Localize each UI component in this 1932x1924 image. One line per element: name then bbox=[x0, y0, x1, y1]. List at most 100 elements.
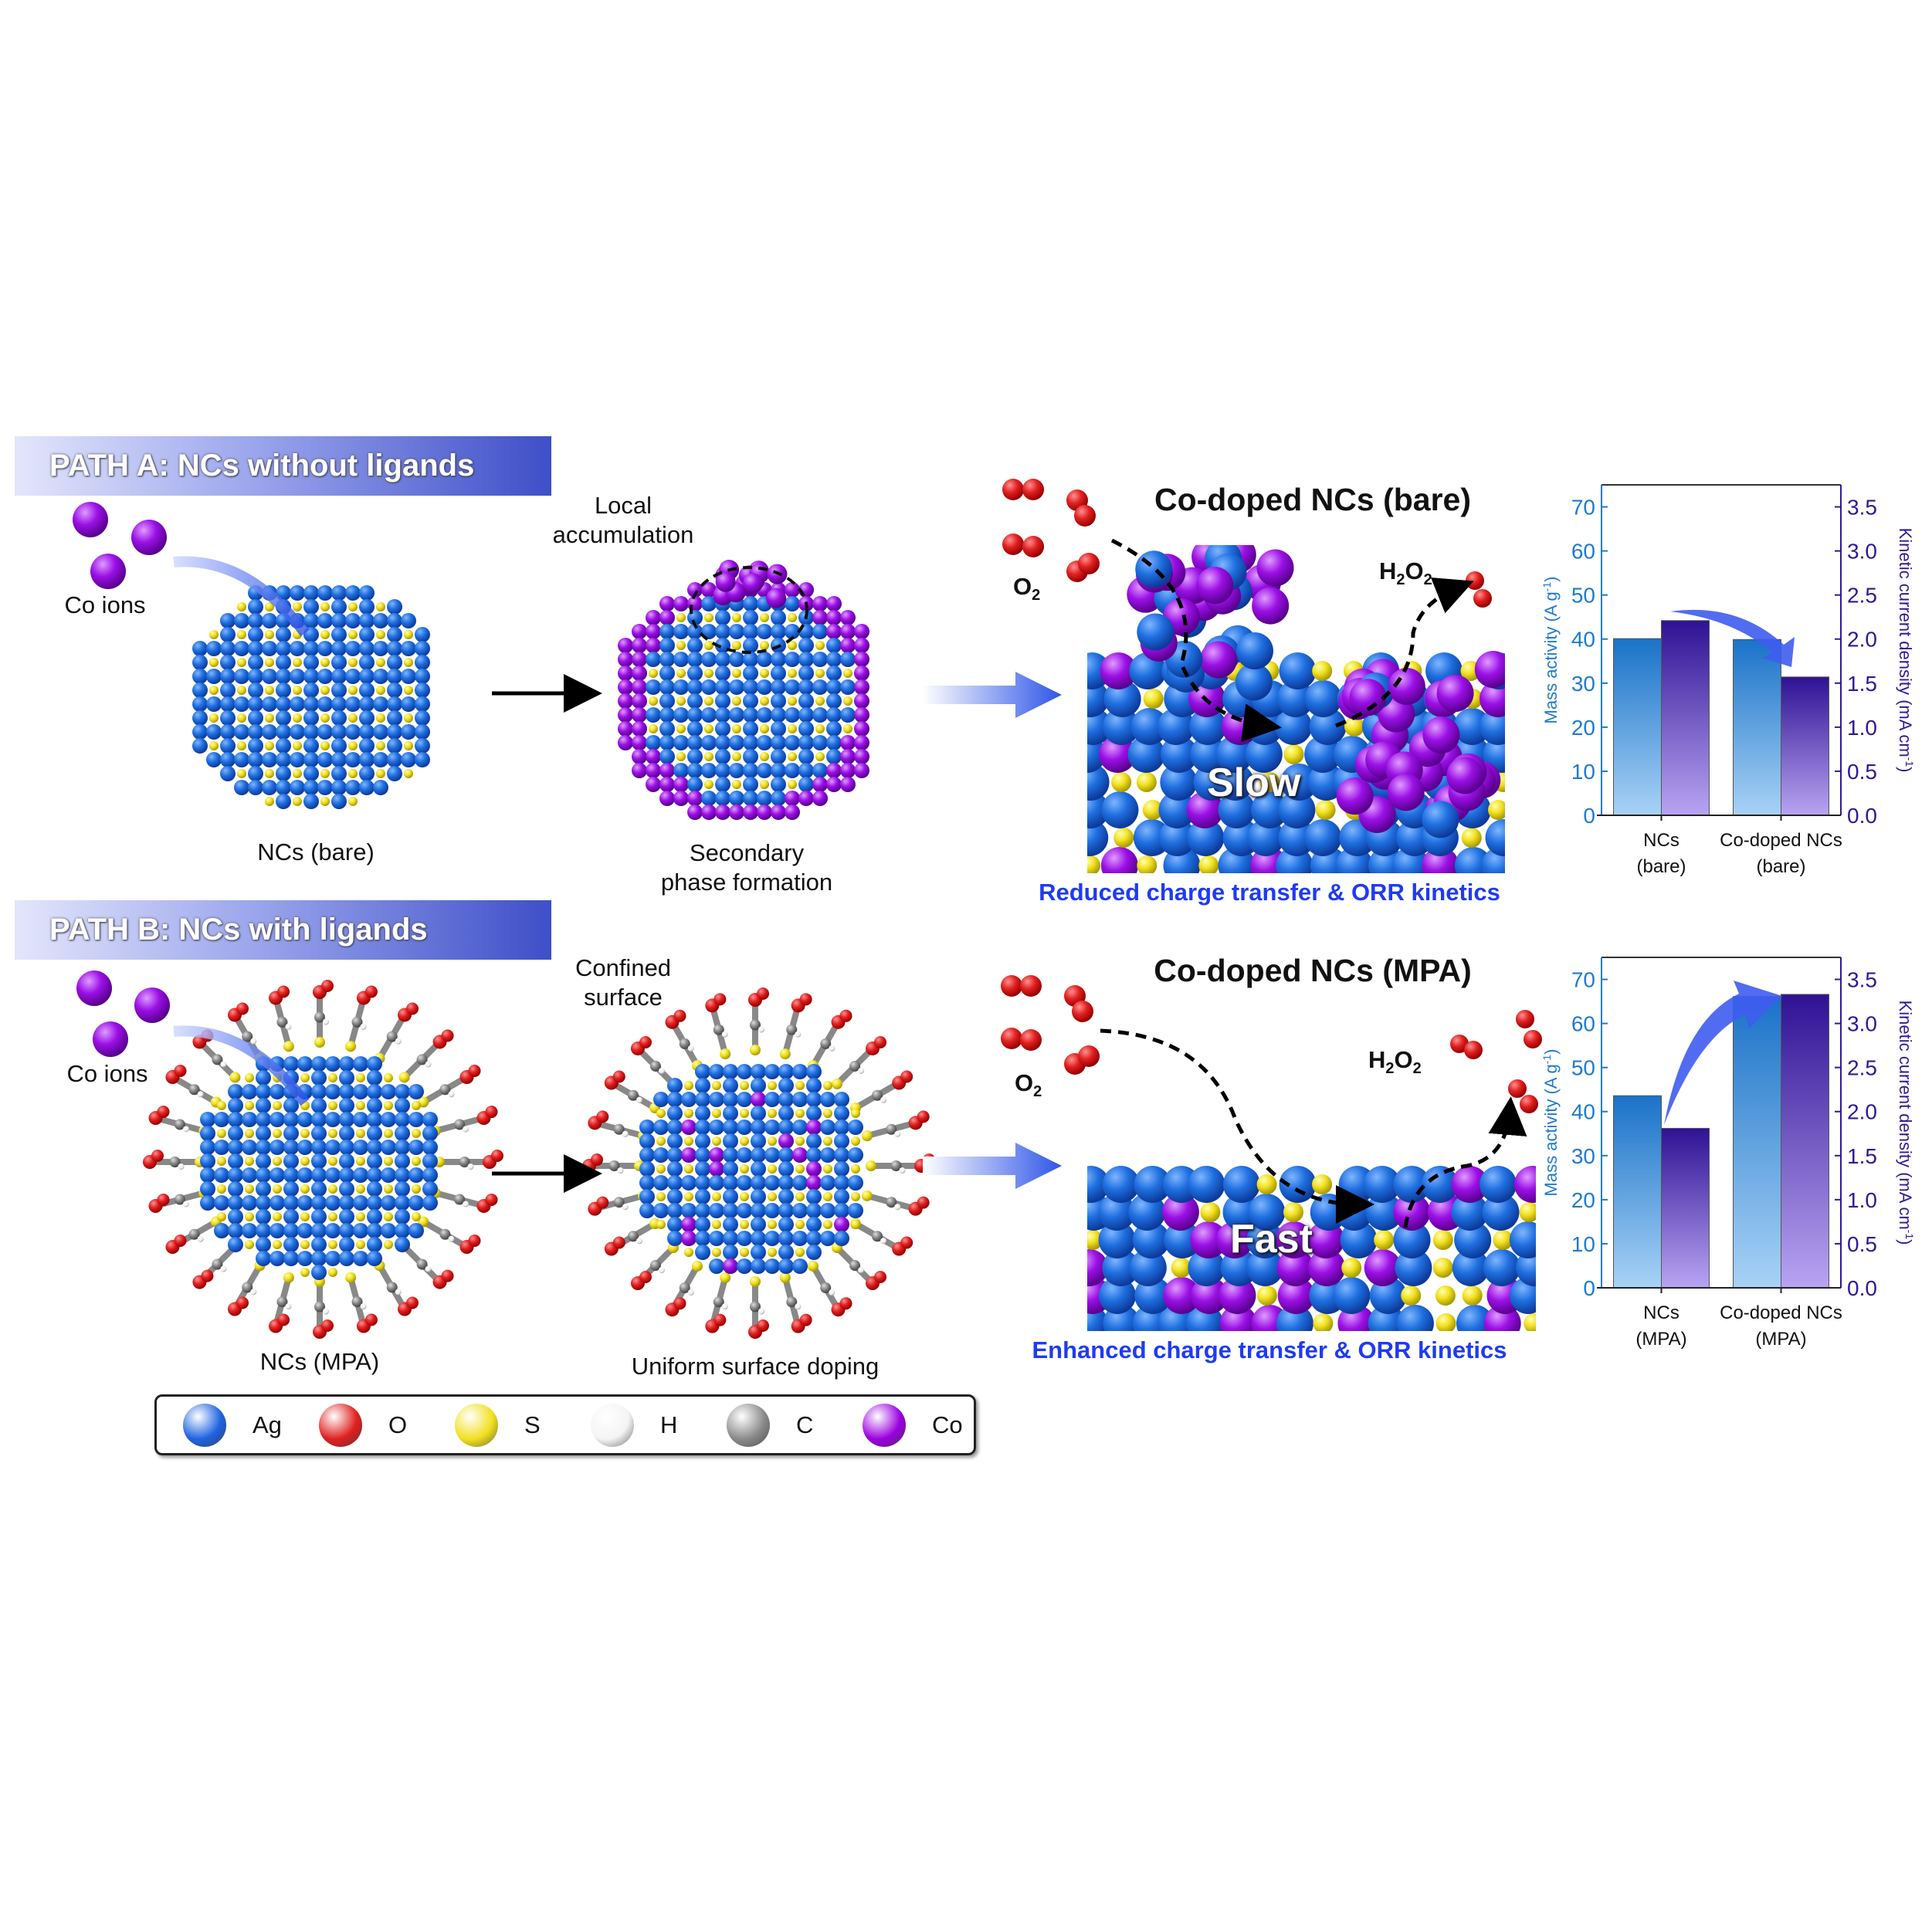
atom-icon bbox=[256, 1223, 271, 1238]
h2o2-sub1: 2 bbox=[1385, 1060, 1395, 1078]
atom-icon bbox=[806, 1189, 822, 1204]
atom-icon bbox=[339, 1084, 354, 1099]
nc-bare-label: NCs (bare) bbox=[257, 838, 375, 865]
atom-icon bbox=[701, 707, 717, 723]
atom-icon bbox=[359, 710, 375, 726]
y-axis-label-part: -1 bbox=[1541, 582, 1553, 592]
atom-icon bbox=[273, 1212, 282, 1221]
atom-icon bbox=[778, 1078, 794, 1093]
atom-icon bbox=[328, 1212, 337, 1221]
s-atom-icon bbox=[866, 1160, 876, 1171]
atom-icon bbox=[265, 630, 274, 639]
atom-icon bbox=[687, 721, 703, 737]
atom-icon bbox=[854, 624, 869, 639]
atom-icon bbox=[1160, 764, 1198, 801]
atom-icon bbox=[200, 1153, 215, 1169]
atom-icon bbox=[653, 1120, 669, 1135]
y2-tick-label: 1.0 bbox=[1847, 716, 1877, 740]
atom-icon bbox=[339, 1112, 354, 1127]
s-atom-icon bbox=[779, 1272, 791, 1283]
atom-icon bbox=[293, 769, 302, 778]
atom-icon bbox=[317, 752, 333, 767]
atom-icon bbox=[401, 641, 416, 656]
bar-kinetic-current bbox=[1781, 676, 1829, 816]
atom-icon bbox=[353, 1223, 368, 1238]
atom-icon bbox=[729, 735, 744, 750]
atom-icon bbox=[1218, 791, 1256, 828]
atom-icon bbox=[303, 752, 319, 767]
s-atom-icon bbox=[779, 1048, 791, 1060]
s-atom-icon bbox=[861, 1130, 873, 1142]
atom-icon bbox=[415, 669, 430, 684]
atom-icon bbox=[339, 1251, 354, 1266]
atom-icon bbox=[715, 804, 730, 820]
atom-icon bbox=[709, 1231, 724, 1246]
h-atom-icon bbox=[758, 1026, 764, 1033]
atom-icon bbox=[798, 763, 814, 778]
atom-icon bbox=[381, 1167, 396, 1183]
atom-icon bbox=[795, 1192, 805, 1201]
atom-icon bbox=[367, 1195, 382, 1211]
atom-icon bbox=[743, 624, 758, 639]
atom-icon bbox=[681, 1217, 697, 1232]
atom-icon bbox=[311, 1195, 327, 1211]
atom-icon bbox=[245, 1073, 254, 1082]
atom-icon bbox=[1349, 679, 1387, 716]
x-tick-label: (MPA) bbox=[1635, 1329, 1686, 1350]
atom-icon bbox=[1134, 1277, 1172, 1314]
atom-icon bbox=[1488, 800, 1505, 820]
atom-icon bbox=[206, 724, 222, 740]
atom-icon bbox=[646, 735, 661, 750]
atom-icon bbox=[376, 686, 385, 695]
atom-icon bbox=[220, 655, 236, 670]
o-atom-icon bbox=[151, 1150, 164, 1162]
atom-icon bbox=[823, 1109, 832, 1118]
co-ion-arrow-icon bbox=[173, 556, 310, 637]
atom-icon bbox=[422, 1181, 438, 1197]
atom-icon bbox=[1436, 675, 1474, 713]
atom-icon bbox=[339, 1237, 354, 1252]
atom-icon bbox=[1087, 680, 1110, 717]
atom-icon bbox=[778, 1133, 794, 1149]
atom-icon bbox=[798, 735, 814, 750]
atom-icon bbox=[269, 1112, 285, 1127]
atom-icon bbox=[328, 1184, 337, 1194]
y-tick-label: 60 bbox=[1571, 540, 1595, 564]
atom-icon bbox=[269, 1251, 285, 1266]
y2-axis-label: Kinetic current density (mA cm-1) bbox=[1896, 1001, 1916, 1245]
atom-icon bbox=[303, 655, 319, 670]
atom-icon bbox=[317, 696, 333, 712]
atom-icon bbox=[771, 693, 786, 709]
s-atom-icon bbox=[283, 1041, 294, 1052]
atom-icon bbox=[778, 1189, 794, 1204]
s-atom-icon bbox=[345, 1041, 357, 1052]
atom-icon bbox=[303, 585, 319, 601]
atom-icon bbox=[740, 1220, 749, 1229]
atom-icon bbox=[311, 1209, 327, 1225]
atom-icon bbox=[757, 652, 772, 667]
atom-icon bbox=[737, 1147, 752, 1163]
atom-icon bbox=[792, 1092, 808, 1107]
atom-icon bbox=[303, 710, 319, 726]
big-arrow-icon bbox=[923, 672, 1062, 718]
atom-icon bbox=[293, 797, 302, 806]
atom-icon bbox=[751, 1120, 766, 1135]
c-atom-icon bbox=[820, 1282, 832, 1294]
atom-icon bbox=[823, 1192, 832, 1201]
atom-icon bbox=[339, 1098, 354, 1113]
atom-icon bbox=[826, 735, 842, 750]
atom-icon bbox=[729, 624, 744, 639]
atom-icon bbox=[676, 696, 686, 706]
atom-icon bbox=[256, 1112, 271, 1127]
atom-icon bbox=[367, 1209, 382, 1225]
atom-icon bbox=[192, 710, 208, 726]
atom-icon bbox=[220, 766, 236, 781]
atom-icon bbox=[367, 1084, 382, 1099]
h-atom-icon bbox=[425, 1265, 432, 1272]
atom-icon bbox=[704, 669, 713, 678]
atom-icon bbox=[311, 1223, 327, 1238]
atom-icon bbox=[798, 652, 814, 667]
atom-icon bbox=[771, 624, 786, 639]
atom-icon bbox=[328, 1240, 337, 1249]
atom-icon bbox=[1275, 708, 1313, 745]
